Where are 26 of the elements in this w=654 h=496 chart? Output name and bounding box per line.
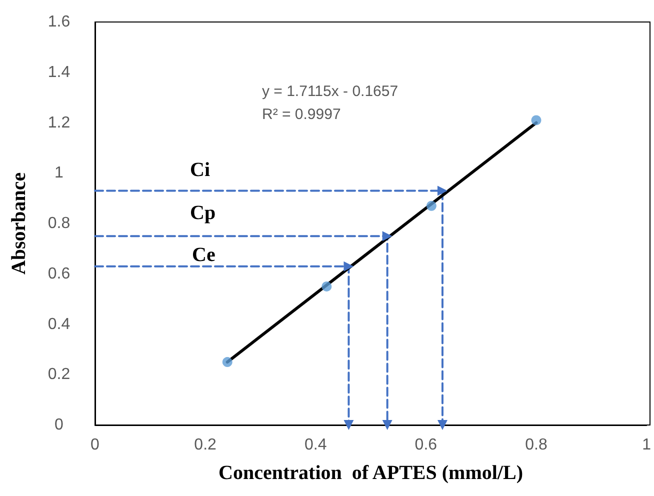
x-axis-title: Concentration of APTES (mmol/L) [218, 462, 523, 484]
y-axis-title: Absorbance [8, 172, 30, 275]
point [322, 281, 332, 292]
annotation: Cp [190, 202, 216, 224]
x-tick-label: 1 [642, 436, 652, 454]
y-tick-label: 1.6 [48, 14, 70, 30]
y-tick-label: 0.2 [48, 366, 70, 384]
y-tick-label: 0.4 [48, 316, 70, 333]
x-tick-label: 0.4 [304, 436, 327, 454]
annotation: y = 1.7115x - 0.1657 [262, 83, 398, 100]
point [531, 115, 542, 126]
annotation: Ci [190, 159, 210, 181]
x-tick-label: 0.6 [414, 436, 438, 454]
point [426, 200, 436, 211]
y-tick-label: 1 [54, 164, 64, 182]
annotation: Ce [192, 244, 216, 266]
x-tick-label: 0 [90, 436, 100, 454]
y-tick-label: 0.6 [48, 265, 70, 282]
annotation: R² = 0.9997 [262, 106, 341, 123]
y-tick-label: 0.8 [48, 215, 70, 232]
point [222, 357, 232, 368]
x-tick-label: 0.8 [525, 436, 548, 454]
y-tick-label: 1.4 [48, 64, 70, 81]
x-tick-label: 0.2 [194, 436, 217, 454]
y-tick-label: 0 [54, 416, 64, 434]
y-tick-label: 1.2 [48, 114, 70, 132]
